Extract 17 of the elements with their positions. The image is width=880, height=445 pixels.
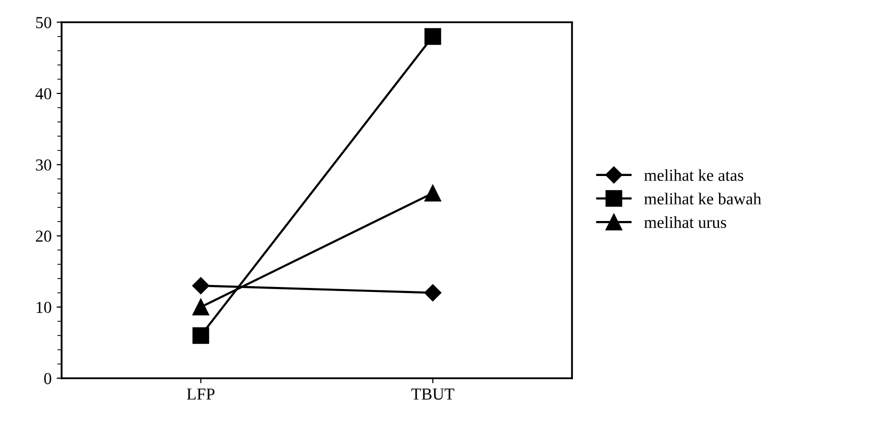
x-tick-label: TBUT: [411, 388, 454, 400]
y-tick-label: 30: [36, 159, 52, 171]
point: [424, 184, 442, 202]
point: [424, 284, 442, 302]
point: [192, 298, 210, 316]
legend-label: melihat ke atas: [644, 169, 744, 181]
legend-label: melihat urus: [644, 216, 726, 228]
y-tick-label: 10: [36, 302, 52, 313]
x-tick-label: LFP: [186, 388, 214, 400]
point: [192, 277, 210, 294]
y-tick-label: 0: [44, 372, 52, 384]
y-tick-label: 20: [36, 230, 52, 242]
point: [424, 28, 442, 45]
y-tick-label: 40: [36, 88, 52, 100]
point: [192, 327, 210, 344]
legend-label: melihat ke bawah: [644, 192, 762, 204]
y-tick-label: 50: [36, 16, 52, 28]
